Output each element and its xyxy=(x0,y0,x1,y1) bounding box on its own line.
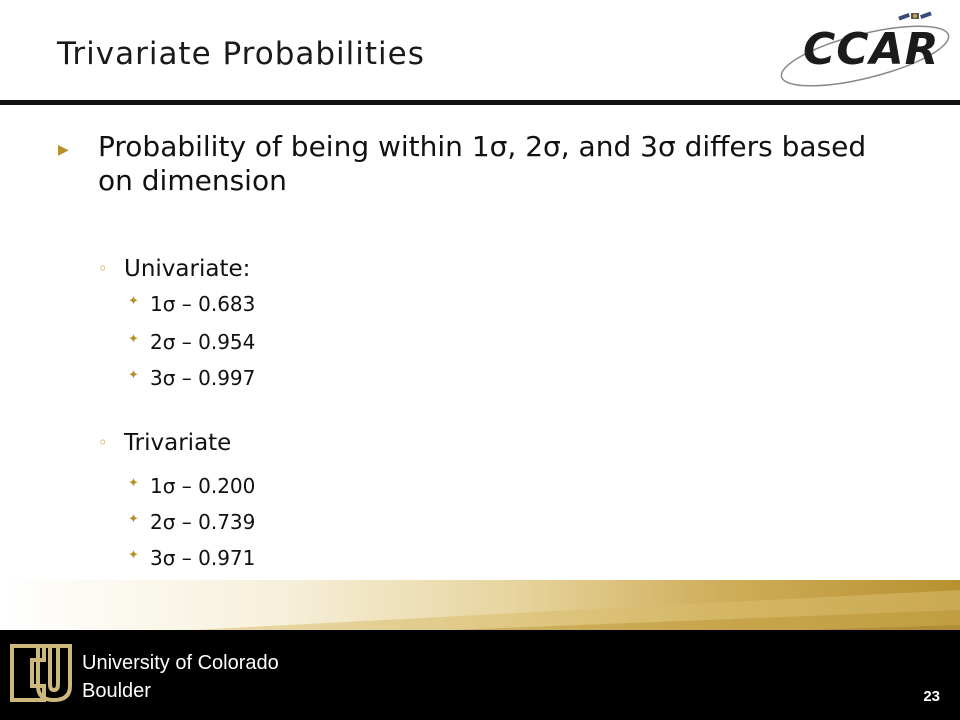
list-item: ✦ 3σ – 0.997 xyxy=(128,366,255,390)
main-bullet: ▶ Probability of being within 1σ, 2σ, an… xyxy=(58,130,898,198)
list-item: ✦ 2σ – 0.954 xyxy=(128,330,255,354)
main-bullet-text: Probability of being within 1σ, 2σ, and … xyxy=(98,130,867,197)
star-bullet-icon: ✦ xyxy=(128,476,139,491)
cu-logo-icon xyxy=(10,644,72,703)
list-item: ✦ 3σ – 0.971 xyxy=(128,546,255,570)
list-item: ✦ 2σ – 0.739 xyxy=(128,510,255,534)
univariate-label: Univariate: xyxy=(124,256,251,282)
trivariate-item-1: 1σ – 0.200 xyxy=(150,474,256,498)
star-bullet-icon: ✦ xyxy=(128,332,139,347)
university-name-line2: Boulder xyxy=(82,680,151,702)
trivariate-item-3: 3σ – 0.971 xyxy=(150,546,256,570)
ccar-logo: CCAR xyxy=(775,4,955,92)
univariate-item-3: 3σ – 0.997 xyxy=(150,366,256,390)
university-name-line1: University of Colorado xyxy=(82,652,279,674)
ring-bullet-icon: ◦ xyxy=(98,433,108,452)
page-number: 23 xyxy=(923,688,940,705)
star-bullet-icon: ✦ xyxy=(128,368,139,383)
star-bullet-icon: ✦ xyxy=(128,548,139,563)
ccar-orbit-icon xyxy=(780,11,950,87)
univariate-item-2: 2σ – 0.954 xyxy=(150,330,256,354)
triangle-right-icon: ▶ xyxy=(58,142,69,158)
ring-bullet-icon: ◦ xyxy=(98,259,108,278)
list-item: ✦ 1σ – 0.200 xyxy=(128,474,255,498)
univariate-heading: ◦ Univariate: xyxy=(98,256,250,282)
slide-title: Trivariate Probabilities xyxy=(57,36,425,72)
trivariate-item-2: 2σ – 0.739 xyxy=(150,510,256,534)
ccar-logo-text: CCAR xyxy=(803,24,940,75)
title-divider xyxy=(0,100,960,105)
star-bullet-icon: ✦ xyxy=(128,512,139,527)
univariate-item-1: 1σ – 0.683 xyxy=(150,292,256,316)
list-item: ✦ 1σ – 0.683 xyxy=(128,292,255,316)
star-bullet-icon: ✦ xyxy=(128,294,139,309)
trivariate-label: Trivariate xyxy=(124,430,232,456)
footer-bar: University of Colorado Boulder 23 xyxy=(0,630,960,720)
trivariate-heading: ◦ Trivariate xyxy=(98,430,231,456)
